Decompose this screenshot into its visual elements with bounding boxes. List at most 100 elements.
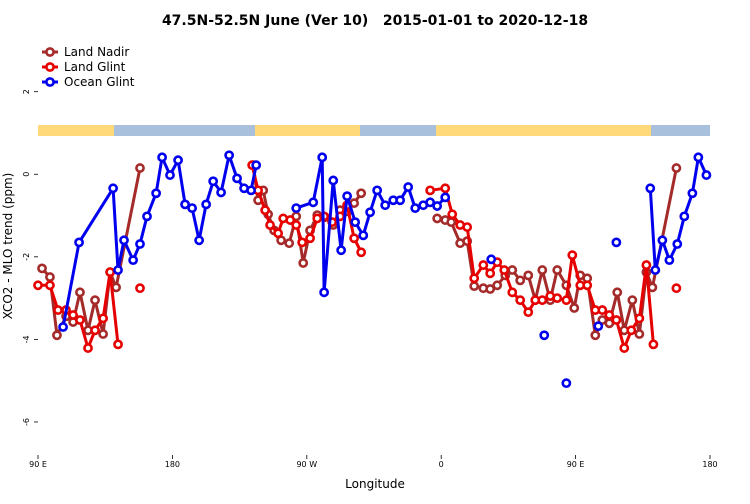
data-point [83,343,93,353]
data-point [53,305,63,315]
data-point [328,175,339,186]
data-point [672,239,683,249]
data-point [260,205,271,216]
data-point [485,268,496,279]
data-point [98,313,109,324]
y-tick-label: -2 [22,253,31,261]
series [33,160,682,353]
x-tick-label: 180 [165,460,180,469]
data-point [119,235,129,246]
data-point [157,152,167,163]
y-tick-label: -6 [22,418,31,426]
data-point [285,215,296,225]
data-point [447,209,458,220]
data-point [265,220,275,230]
data-point [284,238,295,249]
data-point [273,228,284,239]
data-point [612,287,623,298]
data-point [425,185,436,196]
land-band [38,125,114,136]
data-point [657,235,668,246]
data-point [634,313,645,324]
data-point [469,281,480,292]
data-point [90,325,100,336]
data-point [52,330,62,341]
data-point [298,258,309,268]
data-point [539,330,550,341]
data-point [647,282,658,293]
data-point [135,239,145,249]
data-point [98,329,109,339]
data-point [128,255,139,266]
data-point [113,339,123,350]
data-point [492,280,503,291]
data-point [45,280,55,291]
data-point [403,182,414,192]
data-point [552,293,563,304]
data-point [317,152,328,163]
data-point [507,287,518,298]
data-point [224,150,235,161]
data-point [523,270,534,281]
data-point [308,197,319,208]
data-point [701,170,712,180]
data-point [201,199,212,210]
data-point [561,295,572,306]
data-point [45,272,55,282]
data-point [627,295,638,306]
ocean-band [38,125,710,136]
series [58,150,712,389]
data-point [291,203,302,214]
y-tick-label: 0 [22,172,31,177]
data-point [142,211,152,222]
data-point [664,255,675,266]
data-point [507,265,518,275]
data-point [291,220,302,230]
data-point [440,183,451,194]
data-point [246,185,256,196]
data-point [462,222,473,232]
data-point [105,267,116,277]
data-point [410,203,421,214]
data-point [251,160,262,171]
data-point [515,275,526,286]
data-point [515,295,526,306]
data-point [671,283,682,294]
data-point [208,176,219,187]
data-point [611,315,622,325]
x-tick-label: 90 W [296,460,317,469]
data-point [395,195,406,206]
x-tick-label: 90 E [567,460,585,469]
data-point [216,187,226,198]
land-band [436,125,651,136]
x-axis-label: Longitude [345,477,405,491]
data-point [187,203,198,214]
legend-swatch-marker [45,77,55,87]
data-point [151,188,162,199]
data-point [552,265,563,275]
data-point [641,260,652,270]
y-tick-label: -4 [22,335,31,343]
data-point [194,235,205,246]
data-point [349,233,360,244]
x-tick-label: 180 [702,460,717,469]
data-point [74,237,84,248]
legend-swatch-marker [45,47,55,57]
data-point [446,217,457,228]
data-point [232,173,242,184]
data-point [650,265,661,275]
data-point [561,378,572,389]
data-point [523,307,534,318]
data-point [597,305,608,315]
x-tick-label: 0 [439,460,444,469]
data-point [297,237,308,248]
data-point [113,265,123,275]
land-band [255,125,360,136]
legend-label: Land Glint [64,60,126,74]
data-point [37,263,47,274]
data-point [425,197,436,208]
data-point [108,183,119,194]
data-point [567,250,578,261]
data-point [440,192,451,203]
data-point [356,188,367,199]
